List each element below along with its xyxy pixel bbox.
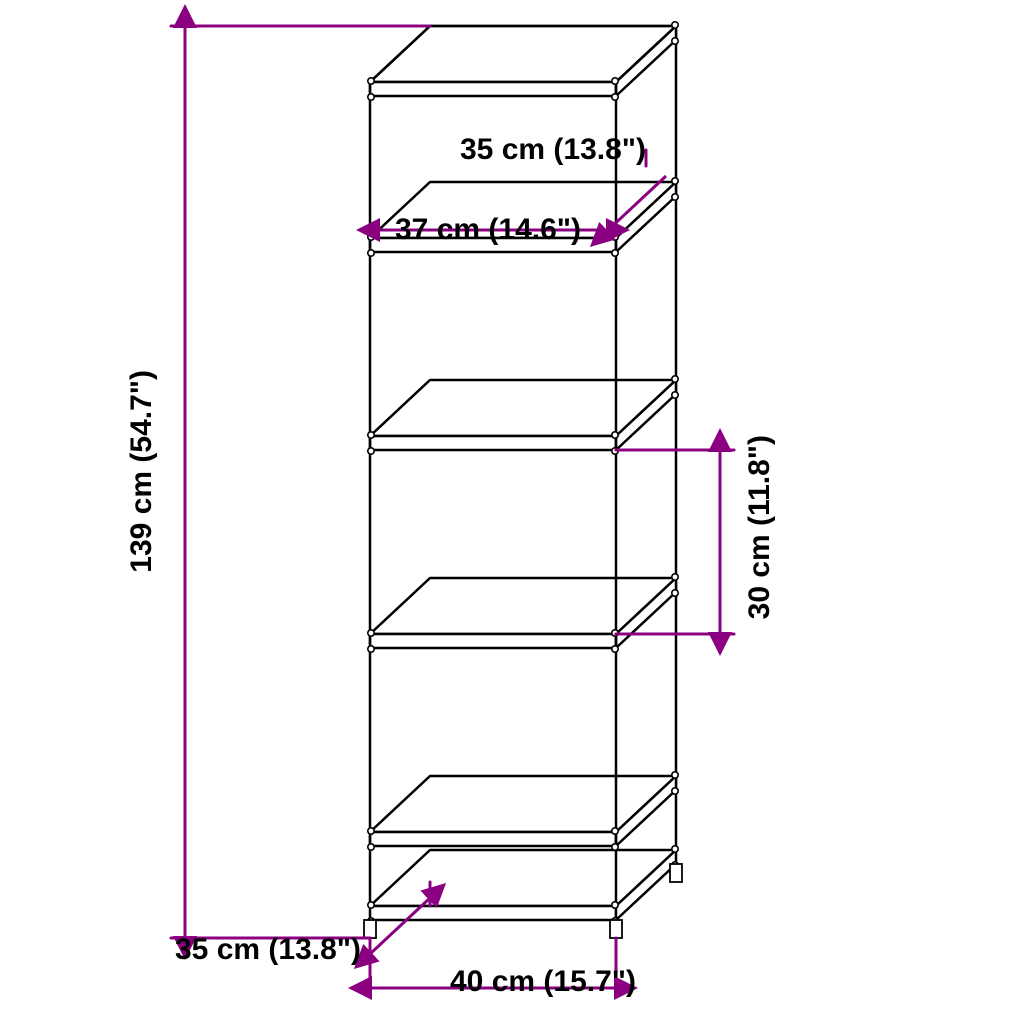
dim-shelf-gap-label: 30 cm (11.8") [743,435,777,619]
dim-outer-depth-label: 35 cm (13.8") [175,933,361,967]
dim-height-label: 139 cm (54.7") [125,370,159,573]
dim-inner-depth-label: 35 cm (13.8") [460,133,646,167]
dim-inner-width-label: 37 cm (14.6") [395,213,581,247]
dim-outer-width-label: 40 cm (15.7") [450,965,636,999]
